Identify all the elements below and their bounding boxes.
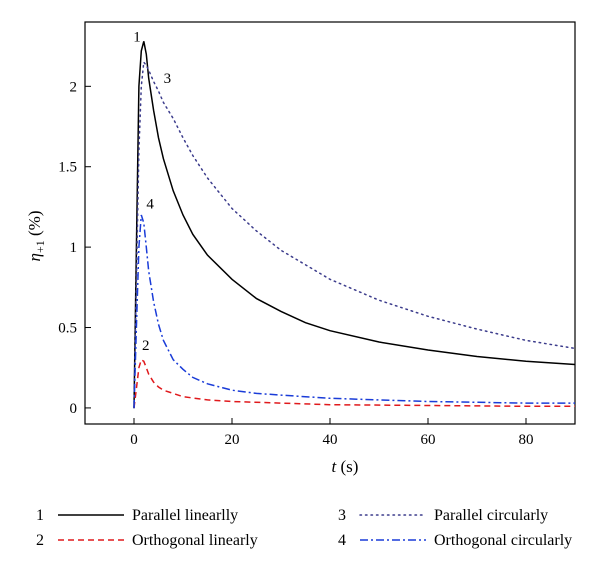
x-axis: 0 20 40 60 80 <box>130 418 534 448</box>
y-tick-label: 1.5 <box>58 160 77 176</box>
legend-number: 3 <box>338 507 346 524</box>
legend-label: Orthogonal linearly <box>132 532 258 549</box>
legend-number: 1 <box>36 507 44 524</box>
plot-area <box>84 21 576 425</box>
legend-label: Parallel linearlly <box>132 507 238 524</box>
curve-label-1: 1 <box>133 29 141 45</box>
series-line-3 <box>133 60 576 409</box>
series-line-2 <box>133 358 575 408</box>
x-axis-title: t (s) <box>332 457 359 476</box>
plot-frame <box>84 21 576 425</box>
legend-item-3: 3 Parallel circularly <box>338 507 548 524</box>
series-line-4 <box>133 214 575 408</box>
y-axis: 0 0.5 1 1.5 2 <box>58 79 91 417</box>
series-line-1 <box>133 41 576 408</box>
legend-number: 2 <box>36 532 44 549</box>
legend-label: Orthogonal circularly <box>434 532 572 549</box>
y-tick-label: 1 <box>70 240 78 256</box>
x-tick-label: 80 <box>519 432 534 448</box>
x-tick-label: 0 <box>130 432 138 448</box>
legend-label: Parallel circularly <box>434 507 548 524</box>
y-tick-label: 0 <box>70 401 78 417</box>
legend: 1 Parallel linearlly 2 Orthogonal linearly 3… <box>36 507 572 549</box>
legend-item-1: 1 Parallel linearlly <box>36 507 238 524</box>
series-group <box>133 41 576 409</box>
x-tick-label: 40 <box>323 432 338 448</box>
curve-label-3: 3 <box>164 71 172 87</box>
y-tick-label: 2 <box>70 79 78 95</box>
y-axis-title: η+1 (%) <box>25 211 47 262</box>
legend-item-4: 4 Orthogonal circularly <box>338 532 572 549</box>
curve-label-2: 2 <box>142 338 150 354</box>
y-tick-label: 0.5 <box>58 321 77 337</box>
legend-item-2: 2 Orthogonal linearly <box>36 532 258 549</box>
x-tick-label: 20 <box>225 432 240 448</box>
curve-label-4: 4 <box>146 197 154 213</box>
x-tick-label: 60 <box>421 432 436 448</box>
curve-labels: 1 3 4 2 <box>133 29 171 354</box>
legend-number: 4 <box>338 532 346 549</box>
